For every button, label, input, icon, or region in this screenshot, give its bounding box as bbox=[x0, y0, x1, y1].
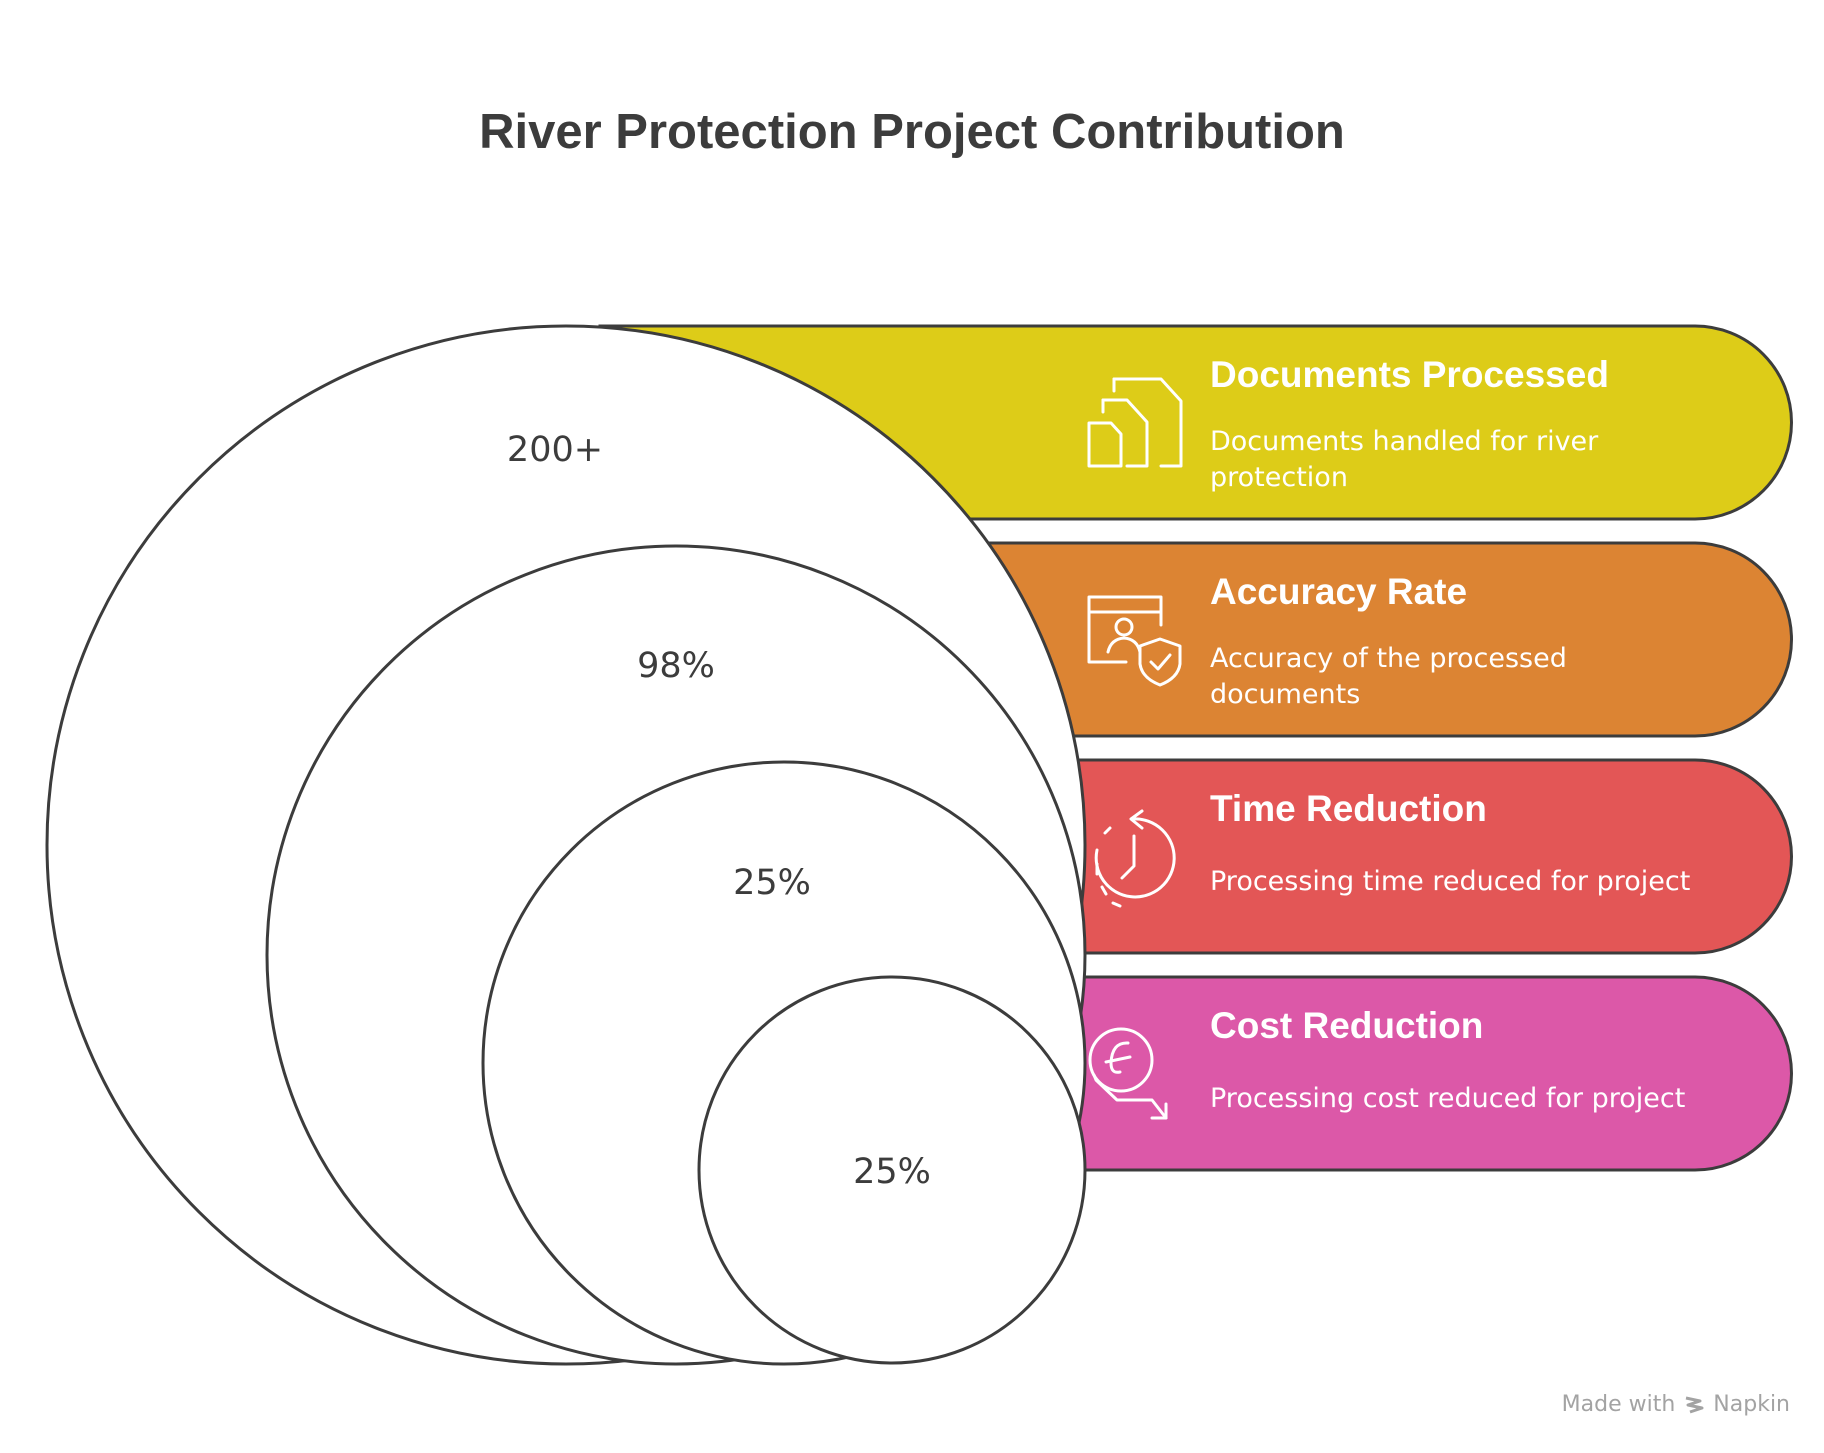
made-with-label: Made with bbox=[1561, 1392, 1676, 1417]
brand-label: Napkin bbox=[1713, 1392, 1790, 1417]
heading-cost: Cost Reduction bbox=[1210, 1005, 1483, 1046]
value-time: 25% bbox=[733, 863, 811, 903]
description-documents-line1: Documents handled for river bbox=[1210, 426, 1599, 457]
documents-icon bbox=[1087, 377, 1183, 468]
clock-reduction-icon bbox=[1094, 809, 1176, 908]
description-documents-line2: protection bbox=[1210, 462, 1348, 493]
value-cost: 25% bbox=[853, 1152, 931, 1192]
description-time: Processing time reduced for project bbox=[1210, 866, 1690, 897]
page-title: River Protection Project Contribution bbox=[479, 105, 1345, 159]
description-accuracy-line1: Accuracy of the processed bbox=[1210, 643, 1567, 674]
heading-time: Time Reduction bbox=[1210, 788, 1487, 829]
value-documents: 200+ bbox=[507, 430, 603, 470]
heading-documents: Documents Processed bbox=[1210, 354, 1609, 395]
shield-user-icon bbox=[1087, 595, 1182, 687]
circle-cost bbox=[697, 975, 1087, 1365]
description-accuracy-line2: documents bbox=[1210, 679, 1360, 710]
cost-reduction-icon bbox=[1088, 1027, 1168, 1120]
footer-attribution: Made with Napkin bbox=[1562, 1392, 1790, 1417]
napkin-logo-icon bbox=[1685, 1396, 1704, 1413]
heading-accuracy: Accuracy Rate bbox=[1210, 571, 1467, 612]
description-cost: Processing cost reduced for project bbox=[1210, 1083, 1685, 1114]
value-accuracy: 98% bbox=[637, 646, 715, 686]
